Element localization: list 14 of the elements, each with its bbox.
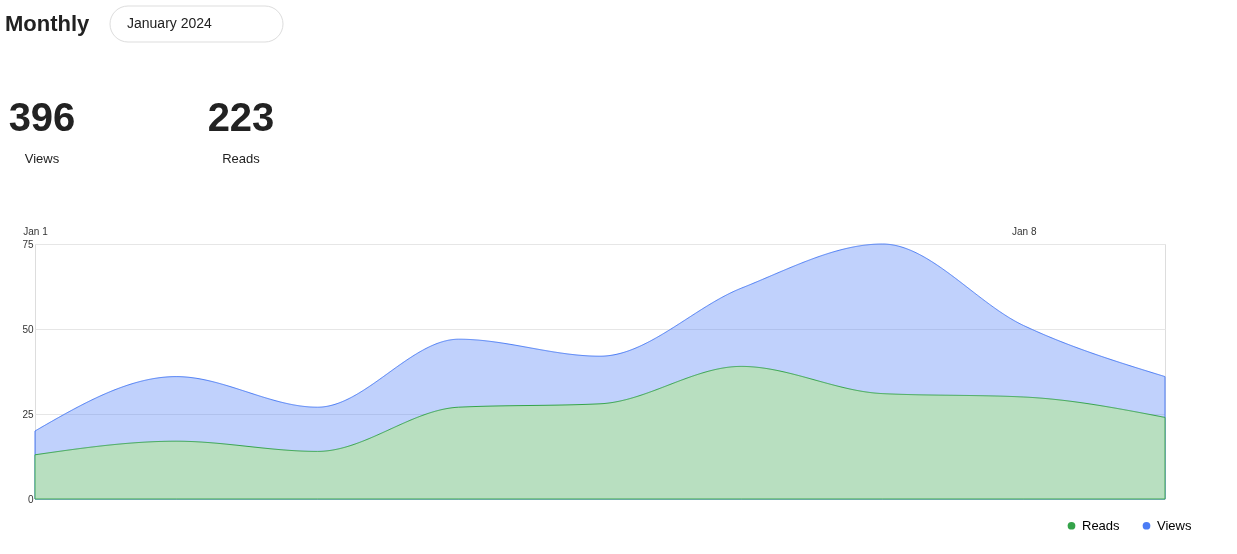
text: Reads [222,151,261,166]
x-tick-label: Jan 8 [1012,225,1037,237]
legend-label: Views [1157,517,1192,533]
legend-label: Reads [1082,517,1121,533]
text: 396 [8,95,76,139]
y-tick-label: 0 [27,493,34,505]
x-tick-label: Jan 1 [23,225,49,237]
y-tick-label: 50 [22,323,34,335]
text: Views [24,151,60,166]
chart-title: Monthly [5,11,91,36]
y-tick-label: 75 [22,238,34,250]
chart-subtitle: January 2024 [127,15,213,31]
text: 223 [207,95,275,139]
y-tick-label: 25 [22,408,34,420]
